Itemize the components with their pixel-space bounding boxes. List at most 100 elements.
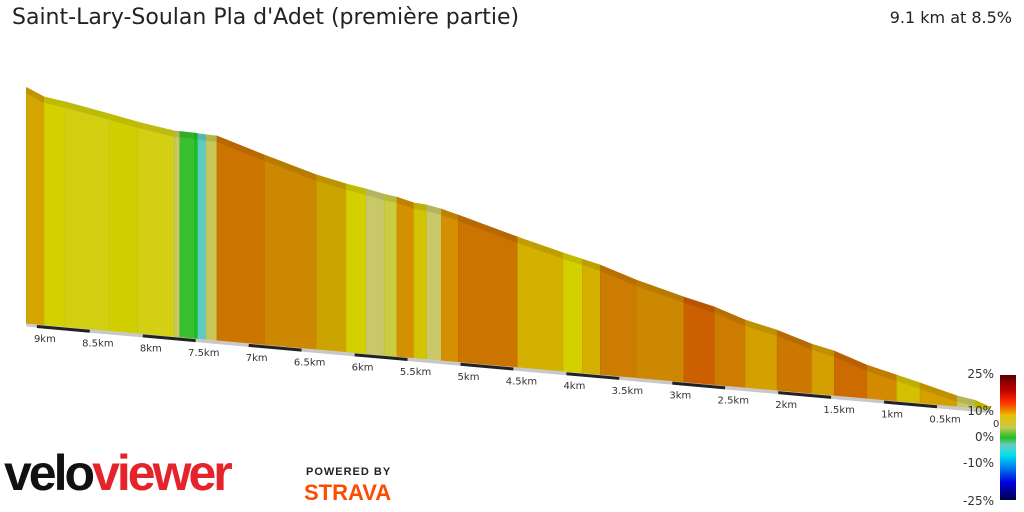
profile-segment-top xyxy=(194,133,198,140)
profile-segment-top xyxy=(683,296,715,313)
x-tick-label: 8km xyxy=(140,343,162,354)
axis-stripe xyxy=(248,343,302,352)
profile-segment-top xyxy=(65,101,110,120)
x-tick-label: 7.5km xyxy=(188,348,219,359)
profile-segment-top xyxy=(812,344,835,357)
profile-segment[interactable] xyxy=(26,86,45,326)
profile-segment[interactable] xyxy=(179,131,195,340)
profile-segment-top xyxy=(441,208,459,222)
profile-segment[interactable] xyxy=(174,130,181,339)
x-tick-label: 5.5km xyxy=(400,367,431,378)
axis-stripe xyxy=(831,395,885,404)
x-tick-label: 1km xyxy=(881,410,903,421)
profile-segment-top xyxy=(396,197,414,209)
profile-segment[interactable] xyxy=(396,196,415,359)
profile-segment-top xyxy=(636,280,684,303)
profile-segment[interactable] xyxy=(562,252,583,374)
profile-segment-top xyxy=(957,395,976,407)
axis-stripe xyxy=(672,381,726,390)
x-tick-label: 6.5km xyxy=(294,358,325,369)
profile-segment[interactable] xyxy=(365,188,385,357)
axis-stripe xyxy=(619,376,673,385)
legend-label-minus25: -25% xyxy=(962,494,994,508)
profile-segment-top xyxy=(426,204,442,215)
profile-segment[interactable] xyxy=(345,183,367,355)
profile-segment-top xyxy=(834,350,868,372)
x-tick-label: 0.5km xyxy=(929,414,960,425)
x-tick-label: 9km xyxy=(34,334,56,345)
profile-segment-top xyxy=(517,237,564,259)
profile-segment-top xyxy=(26,87,45,103)
profile-segment[interactable] xyxy=(206,134,218,342)
profile-segment-top xyxy=(714,306,746,327)
x-tick-label: 1.5km xyxy=(823,405,854,416)
axis-stripe xyxy=(89,329,143,338)
axis-stripe xyxy=(725,386,779,395)
profile-segment[interactable] xyxy=(197,133,207,341)
profile-segment[interactable] xyxy=(426,204,442,362)
logo-velo: velo xyxy=(4,445,95,501)
x-tick-label: 6km xyxy=(352,362,374,373)
legend-label-0: 0% xyxy=(974,430,994,444)
profile-segment-top xyxy=(366,188,385,201)
profile-segment-top xyxy=(216,135,265,162)
axis-stripe xyxy=(513,367,567,376)
profile-segment[interactable] xyxy=(65,101,111,332)
profile-segment-top xyxy=(137,121,175,137)
profile-segment-top xyxy=(179,131,195,140)
profile-segment[interactable] xyxy=(109,113,138,335)
profile-segment-top xyxy=(563,252,583,266)
logo-viewer: viewer xyxy=(92,445,233,501)
profile-segment-top xyxy=(206,134,217,142)
axis-stripe xyxy=(460,362,514,371)
x-tick-label: 4km xyxy=(563,381,585,392)
x-tick-label: 7km xyxy=(246,353,268,364)
profile-segment-top xyxy=(264,155,317,181)
x-tick-label: 2.5km xyxy=(718,395,749,406)
profile-segment-top xyxy=(316,174,347,190)
axis-stripe xyxy=(778,391,832,399)
gradient-colorbar xyxy=(1000,375,1016,500)
profile-segment[interactable] xyxy=(194,132,199,340)
profile-segment-top xyxy=(745,320,778,337)
profile-segment[interactable] xyxy=(383,193,398,358)
veloviewer-logo[interactable]: veloviewer xyxy=(4,444,233,502)
profile-segment[interactable] xyxy=(137,121,175,338)
profile-segment[interactable] xyxy=(316,174,347,353)
profile-segment-top xyxy=(582,259,601,271)
axis-stripe xyxy=(354,353,408,362)
axis-stripe xyxy=(883,400,938,409)
profile-segment[interactable] xyxy=(413,202,427,361)
x-tick-label: 2km xyxy=(775,400,797,411)
profile-segment-top xyxy=(174,130,180,138)
x-tick-label: 8.5km xyxy=(82,339,113,350)
axis-stripe xyxy=(407,358,461,366)
axis-stripe xyxy=(36,324,90,333)
profile-segment-top xyxy=(896,375,921,389)
profile-segment[interactable] xyxy=(517,236,564,373)
axis-stripe xyxy=(301,348,355,357)
profile-segment-top xyxy=(777,330,813,351)
axis-stripe xyxy=(566,372,620,380)
profile-segment[interactable] xyxy=(44,96,66,328)
axis-stripe xyxy=(195,339,249,347)
profile-segment-top xyxy=(109,113,138,128)
profile-segment[interactable] xyxy=(441,208,459,363)
strava-logo[interactable]: STRAVA xyxy=(304,480,392,505)
axis-stripe xyxy=(936,405,991,413)
profile-segment-top xyxy=(413,202,427,211)
profile-segment-top xyxy=(920,382,958,402)
legend-label-10: 10% xyxy=(967,404,994,418)
profile-segment-top xyxy=(44,96,66,108)
profile-segment-top xyxy=(867,365,897,382)
profile-segment[interactable] xyxy=(264,154,317,351)
profile-segment[interactable] xyxy=(216,135,265,346)
profile-segment-top xyxy=(600,264,637,287)
profile-segment[interactable] xyxy=(581,258,601,376)
legend-label-25: 25% xyxy=(967,367,994,381)
profile-segment-top xyxy=(384,194,397,204)
legend-label-minus10: -10% xyxy=(962,456,994,470)
profile-segment-top xyxy=(458,215,518,244)
x-tick-label: 4.5km xyxy=(506,376,537,387)
